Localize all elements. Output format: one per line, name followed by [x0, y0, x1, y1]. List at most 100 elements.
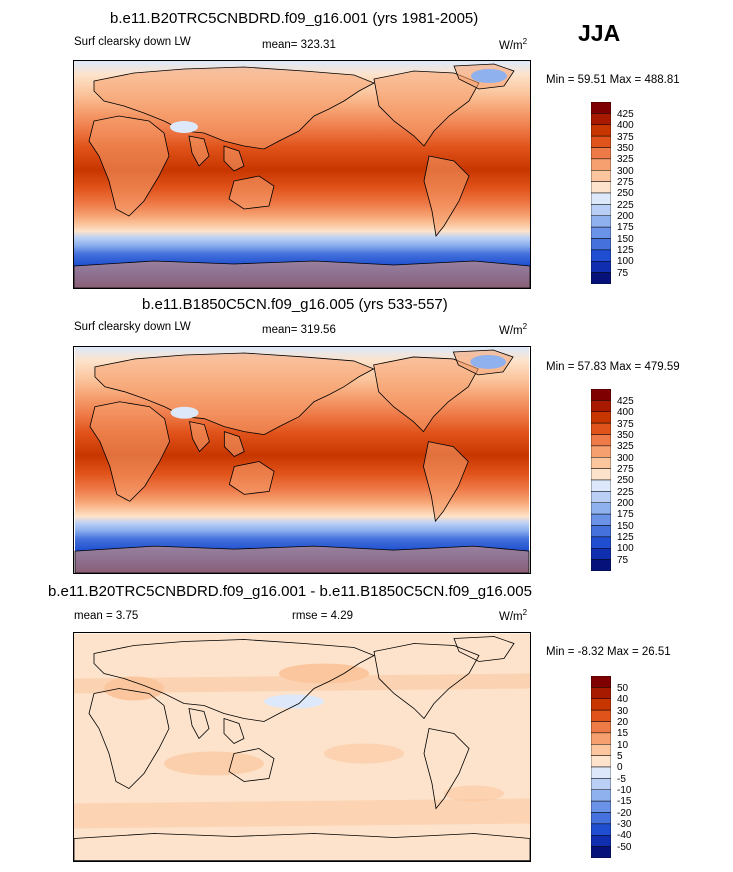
panel3-colorbar — [591, 676, 611, 858]
colorbar-swatch — [591, 400, 611, 412]
colorbar-level-label: 400 — [617, 407, 634, 419]
colorbar-swatch — [591, 536, 611, 549]
colorbar-level-label: 125 — [617, 244, 634, 256]
colorbar-level-label: 250 — [617, 188, 634, 200]
panel1-mean: mean= 323.31 — [262, 39, 336, 51]
colorbar-swatch — [591, 204, 611, 216]
colorbar-level-label: 350 — [617, 142, 634, 154]
colorbar-swatch — [591, 744, 611, 756]
colorbar-level-label: 40 — [617, 694, 629, 706]
panel3-title: b.e11.B20TRC5CNBDRD.f09_g16.001 - b.e11.… — [48, 583, 532, 600]
colorbar-swatch — [591, 445, 611, 458]
colorbar-level-label: -50 — [617, 841, 632, 853]
colorbar-level-label: 275 — [617, 176, 634, 188]
panel3-left-label: mean = 3.75 — [74, 610, 139, 622]
panel2-map-svg — [74, 347, 530, 573]
colorbar-swatch — [591, 147, 611, 160]
colorbar-level-label: -40 — [617, 830, 632, 842]
colorbar-swatch — [591, 676, 611, 688]
colorbar-level-label: 20 — [617, 716, 629, 728]
colorbar-level-label: 250 — [617, 475, 634, 487]
colorbar-swatch — [591, 468, 611, 481]
colorbar-swatch — [591, 192, 611, 205]
colorbar-swatch — [591, 170, 611, 182]
colorbar-swatch — [591, 389, 611, 401]
colorbar-swatch — [591, 226, 611, 239]
colorbar-swatch — [591, 812, 611, 825]
colorbar-swatch — [591, 181, 611, 194]
colorbar-level-label: 0 — [617, 762, 623, 774]
panel2-map — [73, 346, 531, 574]
colorbar-level-label: 300 — [617, 165, 634, 177]
colorbar-level-label: 350 — [617, 429, 634, 441]
colorbar-level-label: 75 — [617, 267, 629, 279]
panel3-colorbar-svg — [591, 676, 611, 858]
colorbar-level-label: 425 — [617, 396, 634, 407]
panel2-left-label: Surf clearsky down LW — [74, 321, 191, 333]
panel3-units: W/m2 — [499, 608, 528, 623]
colorbar-swatch — [591, 835, 611, 847]
panel1-title: b.e11.B20TRC5CNBDRD.f09_g16.001 (yrs 198… — [110, 10, 479, 27]
colorbar-swatch — [591, 732, 611, 745]
colorbar-swatch — [591, 135, 611, 148]
colorbar-level-label: 375 — [617, 418, 634, 430]
colorbar-swatch — [591, 755, 611, 768]
colorbar-swatch — [591, 800, 611, 813]
season-label: JJA — [578, 20, 621, 46]
colorbar-swatch — [591, 778, 611, 790]
panel1-map-svg — [74, 61, 530, 288]
colorbar-level-label: 150 — [617, 520, 634, 532]
colorbar-swatch — [591, 709, 611, 722]
colorbar-swatch — [591, 502, 611, 515]
colorbar-level-label: 5 — [617, 750, 623, 762]
colorbar-swatch — [591, 124, 611, 137]
colorbar-level-label: 300 — [617, 452, 634, 464]
colorbar-level-label: 425 — [617, 109, 634, 120]
panel3-rmse: rmse = 4.29 — [292, 610, 354, 622]
panel1-minmax: Min = 59.51 Max = 488.81 — [546, 74, 680, 86]
panel1-units: W/m2 — [499, 37, 528, 52]
colorbar-swatch — [591, 238, 611, 251]
panel1-colorbar — [591, 102, 611, 284]
colorbar-swatch — [591, 846, 611, 858]
panel3-minmax: Min = -8.32 Max = 26.51 — [546, 646, 671, 658]
colorbar-swatch — [591, 789, 611, 802]
colorbar-level-label: 400 — [617, 120, 634, 132]
colorbar-swatch — [591, 513, 611, 526]
colorbar-level-label: 150 — [617, 233, 634, 245]
colorbar-level-label: -5 — [617, 773, 626, 785]
colorbar-swatch — [591, 422, 611, 435]
colorbar-swatch — [591, 559, 611, 571]
colorbar-swatch — [591, 261, 611, 273]
colorbar-level-label: 225 — [617, 199, 634, 211]
colorbar-swatch — [591, 766, 611, 779]
colorbar-level-label: 175 — [617, 509, 634, 521]
colorbar-swatch — [591, 249, 611, 262]
colorbar-level-label: 200 — [617, 210, 634, 222]
colorbar-swatch — [591, 158, 611, 171]
panel2-colorbar-labels: 425 400 375 350 325 300 275 250 225 200 175 150 125 1… — [617, 396, 634, 566]
colorbar-level-label: 50 — [617, 683, 629, 694]
panel2-colorbar — [591, 389, 611, 571]
colorbar-level-label: 100 — [617, 256, 634, 268]
colorbar-swatch — [591, 215, 611, 228]
colorbar-level-label: 100 — [617, 543, 634, 555]
colorbar-level-label: 30 — [617, 705, 629, 717]
colorbar-swatch — [591, 113, 611, 125]
colorbar-level-label: 325 — [617, 441, 634, 453]
panel2-units: W/m2 — [499, 322, 528, 337]
panel1-left-label: Surf clearsky down LW — [74, 36, 191, 48]
panel3-map-svg — [74, 633, 530, 861]
colorbar-swatch — [591, 687, 611, 699]
panel1-map — [73, 60, 531, 289]
colorbar-swatch — [591, 479, 611, 492]
colorbar-swatch — [591, 457, 611, 469]
panel2-mean: mean= 319.56 — [262, 324, 336, 336]
colorbar-level-label: 375 — [617, 131, 634, 143]
colorbar-level-label: 225 — [617, 486, 634, 498]
panel1-colorbar-svg — [591, 102, 611, 284]
colorbar-level-label: 325 — [617, 154, 634, 166]
colorbar-level-label: -10 — [617, 784, 632, 796]
colorbar-level-label: 75 — [617, 554, 629, 566]
colorbar-level-label: 15 — [617, 728, 629, 740]
